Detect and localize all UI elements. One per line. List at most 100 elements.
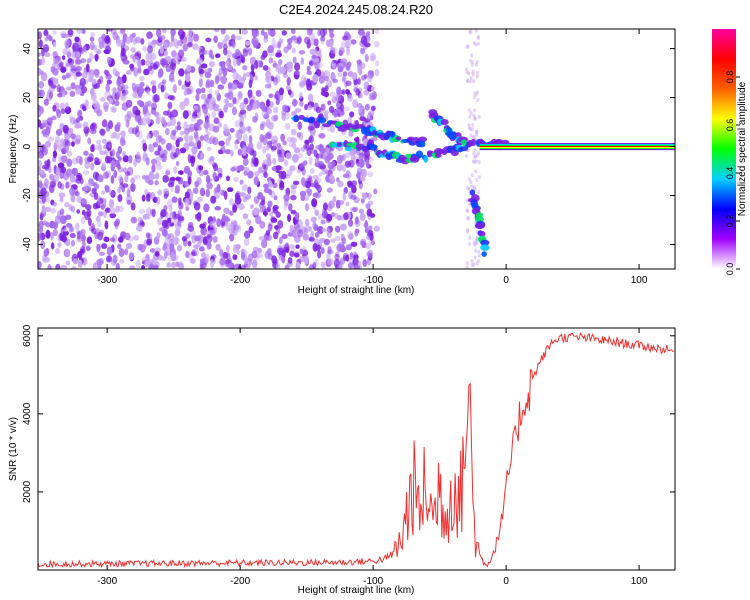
noise-speck xyxy=(346,46,350,56)
noise-speck xyxy=(348,233,354,240)
noise-speck xyxy=(155,196,161,205)
noise-speck xyxy=(124,174,129,183)
noise-speck xyxy=(364,220,369,230)
noise-speck xyxy=(287,213,292,223)
noise-speck xyxy=(114,123,121,133)
noise-speck xyxy=(216,73,222,82)
noise-speck xyxy=(113,169,118,179)
noise-speck xyxy=(284,111,290,120)
noise-speck xyxy=(146,133,152,140)
noise-speck xyxy=(275,98,280,106)
noise-speck xyxy=(228,84,234,94)
noise-speck xyxy=(472,262,476,267)
noise-speck xyxy=(367,225,373,231)
noise-speck xyxy=(231,106,237,116)
noise-speck xyxy=(120,92,127,102)
noise-speck xyxy=(312,220,317,230)
noise-speck xyxy=(199,135,204,142)
noise-speck xyxy=(59,31,67,38)
noise-speck xyxy=(332,78,339,84)
noise-speck xyxy=(65,214,72,220)
noise-speck xyxy=(167,95,175,101)
noise-speck xyxy=(83,182,90,192)
noise-speck xyxy=(272,139,278,149)
noise-speck xyxy=(45,229,51,239)
noise-speck xyxy=(347,230,354,240)
noise-speck xyxy=(167,101,173,110)
noise-speck xyxy=(301,180,307,188)
noise-speck xyxy=(154,264,159,269)
noise-speck xyxy=(259,206,264,213)
noise-speck xyxy=(356,167,363,176)
noise-speck xyxy=(247,47,253,56)
noise-speck xyxy=(194,247,199,257)
noise-speck xyxy=(174,41,180,49)
noise-speck xyxy=(314,231,320,238)
noise-speck xyxy=(265,144,270,151)
noise-speck xyxy=(179,130,185,136)
noise-speck xyxy=(52,201,57,207)
noise-speck xyxy=(70,239,76,247)
noise-speck xyxy=(82,121,89,131)
noise-speck xyxy=(89,36,95,42)
noise-speck xyxy=(124,36,132,44)
noise-speck xyxy=(259,220,266,229)
noise-speck xyxy=(336,214,342,221)
noise-speck xyxy=(100,204,105,211)
noise-speck xyxy=(280,170,287,180)
noise-speck xyxy=(308,264,315,269)
noise-speck xyxy=(338,110,345,116)
noise-speck xyxy=(47,265,53,269)
noise-speck xyxy=(50,66,56,73)
noise-speck xyxy=(351,185,357,194)
noise-speck xyxy=(214,89,220,96)
noise-speck xyxy=(358,208,364,215)
noise-speck xyxy=(187,170,193,177)
noise-speck xyxy=(347,94,353,102)
feature-blob xyxy=(407,136,415,141)
noise-speck xyxy=(328,200,335,209)
noise-speck xyxy=(187,42,193,48)
noise-speck xyxy=(342,35,348,41)
noise-speck xyxy=(252,150,257,158)
noise-speck xyxy=(374,40,380,48)
noise-speck xyxy=(354,216,359,225)
noise-speck xyxy=(69,117,76,125)
noise-speck xyxy=(358,152,365,161)
noise-speck xyxy=(361,31,366,37)
noise-speck xyxy=(165,243,170,250)
noise-speck xyxy=(234,120,241,128)
noise-speck xyxy=(307,104,312,111)
noise-speck xyxy=(305,144,311,152)
feature-blob xyxy=(369,144,377,151)
noise-speck xyxy=(290,128,297,136)
noise-speck xyxy=(97,263,102,269)
noise-speck xyxy=(38,182,43,188)
noise-speck xyxy=(366,112,373,122)
noise-speck xyxy=(248,94,256,104)
noise-speck xyxy=(283,193,290,202)
noise-speck xyxy=(345,80,352,87)
noise-speck xyxy=(173,166,178,174)
noise-speck xyxy=(339,244,346,253)
noise-speck xyxy=(285,152,292,160)
noise-speck xyxy=(327,146,334,155)
noise-speck xyxy=(131,82,136,92)
noise-speck xyxy=(208,102,214,111)
noise-speck xyxy=(255,215,262,225)
noise-speck xyxy=(97,36,105,44)
noise-speck xyxy=(337,72,343,78)
noise-speck xyxy=(268,93,274,99)
noise-speck xyxy=(291,229,297,238)
noise-speck xyxy=(471,123,475,128)
feature-blob xyxy=(450,131,457,140)
noise-speck xyxy=(371,55,376,61)
noise-speck xyxy=(349,149,354,157)
noise-speck xyxy=(38,31,42,40)
noise-speck xyxy=(151,208,156,218)
noise-speck xyxy=(290,184,297,190)
noise-speck xyxy=(177,136,184,142)
noise-speck xyxy=(184,191,190,199)
noise-speck xyxy=(178,260,183,269)
noise-speck xyxy=(225,60,230,67)
